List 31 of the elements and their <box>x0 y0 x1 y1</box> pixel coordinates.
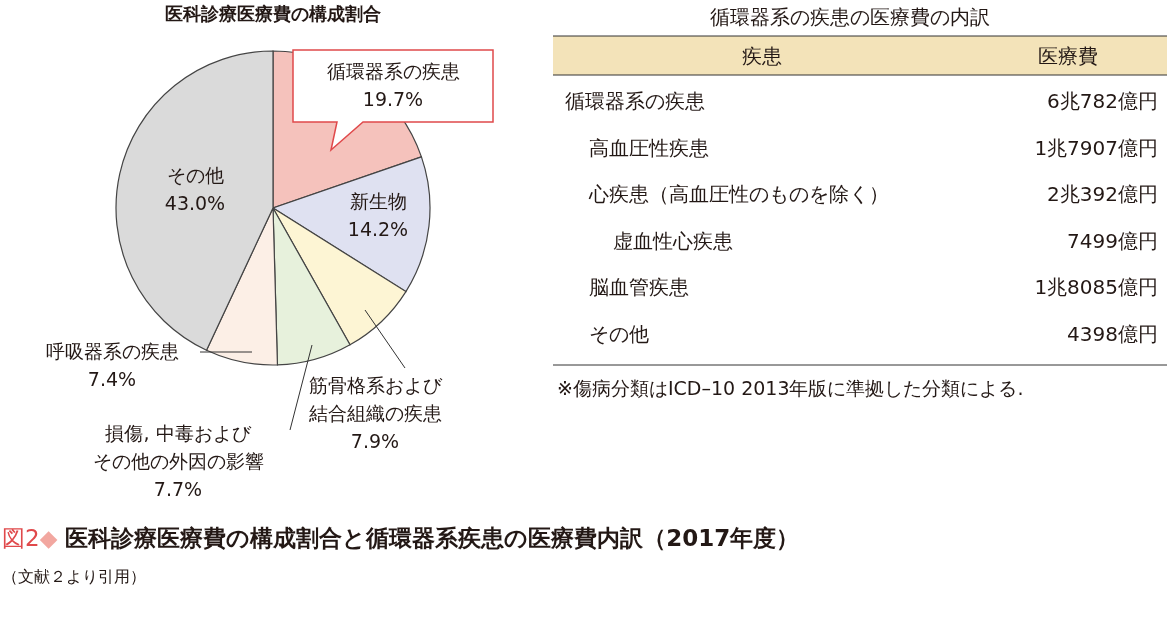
slice-label: 循環器系の疾患 <box>326 60 460 82</box>
data-label: 7.7% <box>153 478 203 500</box>
category-label: 脳血管疾患 <box>589 275 689 299</box>
category-label: 心疾患（高血圧性のものを除く） <box>589 182 889 206</box>
chart-title: 医科診療医療費の構成割合 <box>165 3 381 24</box>
category-label: その他 <box>589 321 649 346</box>
slice-label: 筋骨格系および結合組織の疾患 <box>307 374 443 424</box>
data-label: 14.2% <box>347 218 409 240</box>
slice-label: 新生物 <box>349 190 407 212</box>
data-label: 43.0% <box>164 192 226 214</box>
text: 循環器系の疾患の医療費の内訳 <box>710 5 990 29</box>
data-label: 19.7% <box>362 88 424 110</box>
caption: 図2◆ 医科診療医療費の構成割合と循環器系疾患の医療費内訳（2017年度） <box>2 525 800 551</box>
category-label: 虚血性心疾患 <box>613 228 733 253</box>
slice-label: その他 <box>166 164 224 186</box>
slice-label: 損傷, 中毒およびその他の外因の影響 <box>92 422 264 472</box>
slice-label: 呼吸器系の疾患 <box>45 340 179 362</box>
category-label: 6兆782億円 <box>1047 89 1158 113</box>
category-label: 1兆8085億円 <box>1034 275 1158 299</box>
data-label: 7.9% <box>350 430 400 452</box>
category-label: 高血圧性疾患 <box>589 135 709 160</box>
text: （文献２より引用） <box>2 567 146 586</box>
category-label: 1兆7907億円 <box>1034 135 1158 160</box>
data-label: 7.4% <box>87 368 137 390</box>
category-label: 疾患 <box>742 44 782 68</box>
category-label: 循環器系の疾患 <box>565 89 705 113</box>
category-label: 4398億円 <box>1067 321 1158 346</box>
category-label: 7499億円 <box>1067 228 1158 253</box>
text: ※傷病分類はICD–10 2013年版に準拠した分類による. <box>557 377 1024 399</box>
category-label: 2兆392億円 <box>1047 182 1158 206</box>
category-label: 医療費 <box>1038 44 1098 68</box>
